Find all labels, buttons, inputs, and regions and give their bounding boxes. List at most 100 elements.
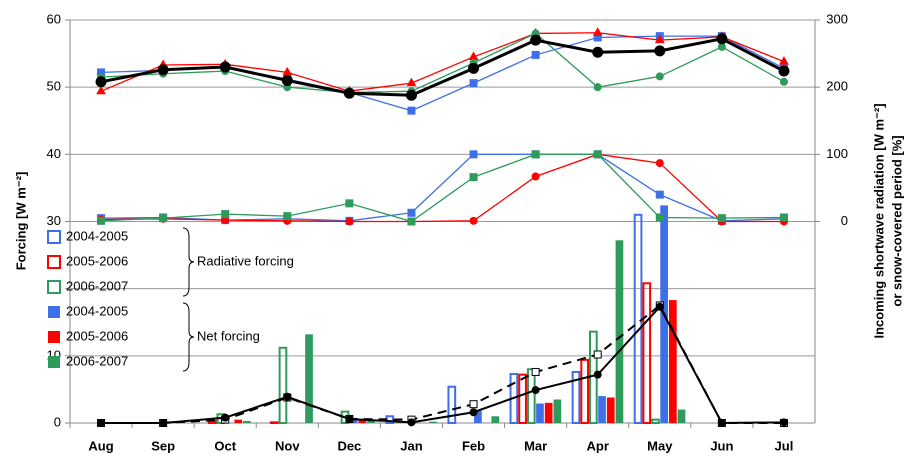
line <box>101 303 784 424</box>
marker <box>469 173 478 182</box>
bar <box>668 300 677 423</box>
marker <box>531 386 540 395</box>
legend-swatch <box>47 230 61 244</box>
line <box>101 153 784 222</box>
marker <box>717 214 726 223</box>
line <box>100 37 785 97</box>
bar <box>349 419 358 423</box>
legend-label: 2005-2006 <box>66 253 128 268</box>
x-tick-label: Feb <box>462 438 485 453</box>
y-tick-label: 30 <box>47 213 61 228</box>
bar <box>358 419 367 423</box>
x-tick-label: Apr <box>587 438 609 453</box>
marker <box>97 216 106 225</box>
y-tick-label: 60 <box>47 11 61 26</box>
marker <box>778 65 790 77</box>
marker <box>593 83 602 92</box>
marker <box>717 42 726 51</box>
marker <box>345 414 354 423</box>
marker <box>655 213 664 222</box>
bar <box>429 421 438 423</box>
marker <box>283 212 292 221</box>
marker <box>407 106 416 115</box>
bar <box>234 419 243 423</box>
marker <box>531 367 540 376</box>
bar <box>598 396 606 423</box>
bar <box>367 419 375 423</box>
marker <box>593 150 602 159</box>
x-tick-label: Jul <box>775 438 794 453</box>
legend-group-label: Radiative forcing <box>197 253 294 268</box>
marker <box>779 56 789 65</box>
marker <box>406 77 417 87</box>
marker <box>654 34 665 44</box>
bar <box>269 421 279 425</box>
legend-label: 2004-2005 <box>66 228 128 243</box>
marker <box>654 45 666 57</box>
marker <box>281 74 293 86</box>
marker <box>343 87 355 99</box>
bar <box>606 397 615 423</box>
marker <box>531 50 540 59</box>
marker <box>219 61 231 73</box>
bar <box>633 213 643 424</box>
marker <box>655 302 664 311</box>
marker <box>531 172 540 181</box>
marker <box>468 62 480 74</box>
bar <box>526 368 536 424</box>
x-tick-label: Nov <box>275 438 300 453</box>
bar <box>642 282 652 424</box>
marker <box>530 34 542 46</box>
legend-swatch <box>48 356 60 368</box>
marker <box>221 210 230 219</box>
marker <box>97 419 106 427</box>
marker <box>157 64 169 76</box>
x-tick-label: Jan <box>400 438 422 453</box>
marker <box>779 418 788 427</box>
y2-axis-title: Incoming shortwave radiation [W m⁻²] <box>871 103 886 338</box>
marker <box>469 216 478 225</box>
x-tick-label: Sep <box>151 438 175 453</box>
marker <box>95 76 107 88</box>
x-tick-label: Aug <box>88 438 113 453</box>
marker <box>221 413 230 422</box>
y2-tick-label: 200 <box>826 79 848 94</box>
marker <box>405 89 417 101</box>
marker <box>716 33 728 45</box>
y-tick-label: 0 <box>54 414 61 429</box>
marker <box>159 419 168 427</box>
y2-tick-label: 300 <box>826 11 848 26</box>
marker <box>717 419 726 427</box>
marker <box>469 79 478 88</box>
bar <box>518 373 527 425</box>
marker <box>593 350 602 359</box>
marker <box>593 370 602 379</box>
marker <box>407 217 416 226</box>
legend-brace <box>182 227 195 297</box>
marker <box>592 27 603 36</box>
legend-swatch <box>48 331 60 343</box>
legend-group-label: Net forcing <box>197 328 260 343</box>
bar <box>243 420 251 423</box>
marker <box>345 199 354 208</box>
legend-brace <box>182 302 195 372</box>
legend-label: 2006-2007 <box>66 278 128 293</box>
marker <box>407 418 416 427</box>
x-tick-label: May <box>647 438 673 453</box>
marker <box>345 217 354 226</box>
y-tick-label: 50 <box>47 79 61 94</box>
bar <box>474 410 482 423</box>
marker <box>159 214 168 223</box>
bar <box>536 403 544 423</box>
legend-swatch <box>47 280 61 294</box>
marker <box>655 190 664 199</box>
marker <box>779 213 788 222</box>
y2-axis-title: or snow-covered period [%] <box>889 135 904 306</box>
legend-label: 2004-2005 <box>66 303 128 318</box>
x-tick-label: Oct <box>214 438 236 453</box>
bar <box>544 402 553 423</box>
bar <box>447 385 457 425</box>
marker <box>282 66 293 76</box>
marker <box>283 392 292 401</box>
